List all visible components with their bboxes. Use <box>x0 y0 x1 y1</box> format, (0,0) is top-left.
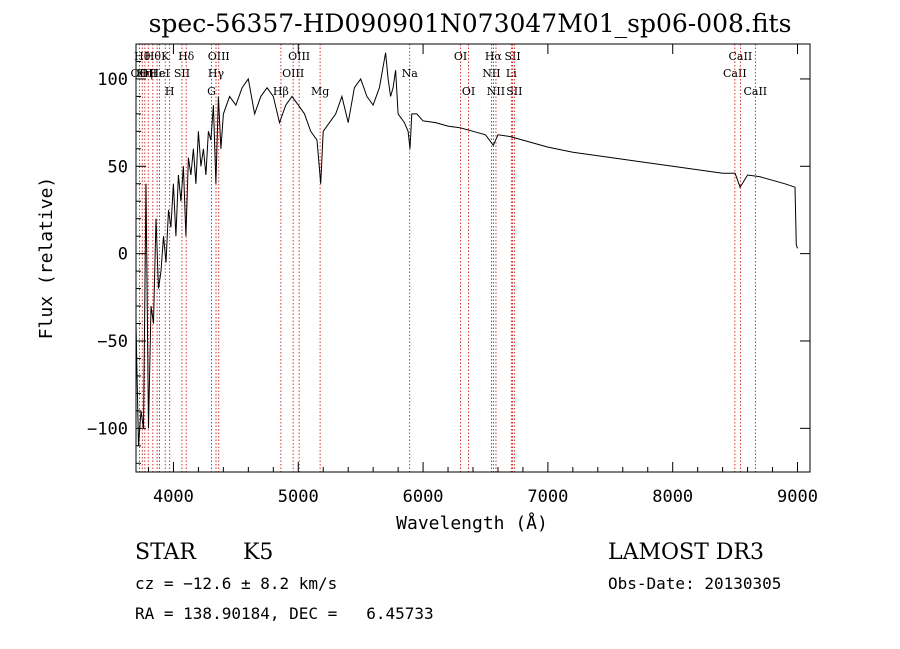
line-label-10: Hδ <box>178 50 195 63</box>
x-axis-label: Wavelength (Å) <box>396 512 548 534</box>
line-label-27: CaII <box>723 67 747 80</box>
line-label-19: OI <box>454 50 467 63</box>
line-label-17: Mg <box>311 85 329 98</box>
object-type: STAR <box>135 540 197 565</box>
y-axis-label: Flux (relative) <box>36 177 57 340</box>
line-label-21: NII <box>482 67 500 80</box>
y-tick-label-0: −100 <box>87 419 128 439</box>
line-label-12: Hγ <box>208 67 225 80</box>
line-label-11: G <box>207 85 216 98</box>
y-axis: −100 −50 0 50 100 <box>87 43 810 464</box>
survey-name: LAMOST DR3 <box>608 540 764 565</box>
x-tick-label-5: 9000 <box>777 487 818 507</box>
y-tick-label-2: 0 <box>118 245 128 265</box>
line-label-26: SII <box>506 85 522 98</box>
line-label-13: OIII <box>208 50 230 63</box>
line-label-2: Hη <box>137 67 153 80</box>
x-tick-label-4: 8000 <box>652 487 693 507</box>
spectral-subclass: K5 <box>243 540 273 565</box>
observation-date: Obs-Date: 20130305 <box>608 574 781 593</box>
line-label-7: K <box>161 50 170 63</box>
y-tick-label-4: 100 <box>97 70 128 90</box>
line-label-23: NII <box>487 85 505 98</box>
line-label-0: OII <box>131 67 149 80</box>
x-tick-label-2: 6000 <box>403 487 444 507</box>
line-label-1: Hθ <box>134 50 151 63</box>
line-label-6: HeI <box>149 67 169 80</box>
line-label-29: CaII <box>743 85 767 98</box>
line-label-20: OI <box>462 85 475 98</box>
line-label-16: OIII <box>288 50 310 63</box>
x-tick-label-0: 4000 <box>153 487 194 507</box>
y-tick-label-3: 50 <box>108 157 128 177</box>
x-tick-label-1: 5000 <box>278 487 319 507</box>
coordinates: RA = 138.90184, DEC = 6.45733 <box>135 604 434 623</box>
line-label-28: CaII <box>729 50 753 63</box>
line-label-24: Li <box>506 67 517 80</box>
line-label-4: Hθ <box>145 50 162 63</box>
x-tick-label-3: 7000 <box>527 487 568 507</box>
spectrum-series <box>135 52 798 446</box>
line-label-8: H <box>165 85 175 98</box>
chart-title: spec-56357-HD090901N073047M01_sp06-008.f… <box>149 9 792 38</box>
line-label-25: SII <box>504 50 520 63</box>
plot-frame <box>135 43 811 473</box>
line-label-22: Hα <box>485 50 503 63</box>
line-label-9: SII <box>174 67 190 80</box>
emission-line-markers: OIIHθHηOIIHθHεHeIKHSIIHδGHγOIIIHβOIIIOII… <box>131 44 767 472</box>
line-label-5: Hε <box>149 67 165 80</box>
line-label-15: OIII <box>282 67 304 80</box>
redshift-value: cz = −12.6 ± 8.2 km/s <box>135 574 337 593</box>
line-label-18: Na <box>402 67 419 80</box>
x-axis: 4000 5000 6000 7000 8000 9000 <box>147 44 818 507</box>
line-label-14: Hβ <box>273 85 289 98</box>
y-tick-label-1: −50 <box>97 332 128 352</box>
